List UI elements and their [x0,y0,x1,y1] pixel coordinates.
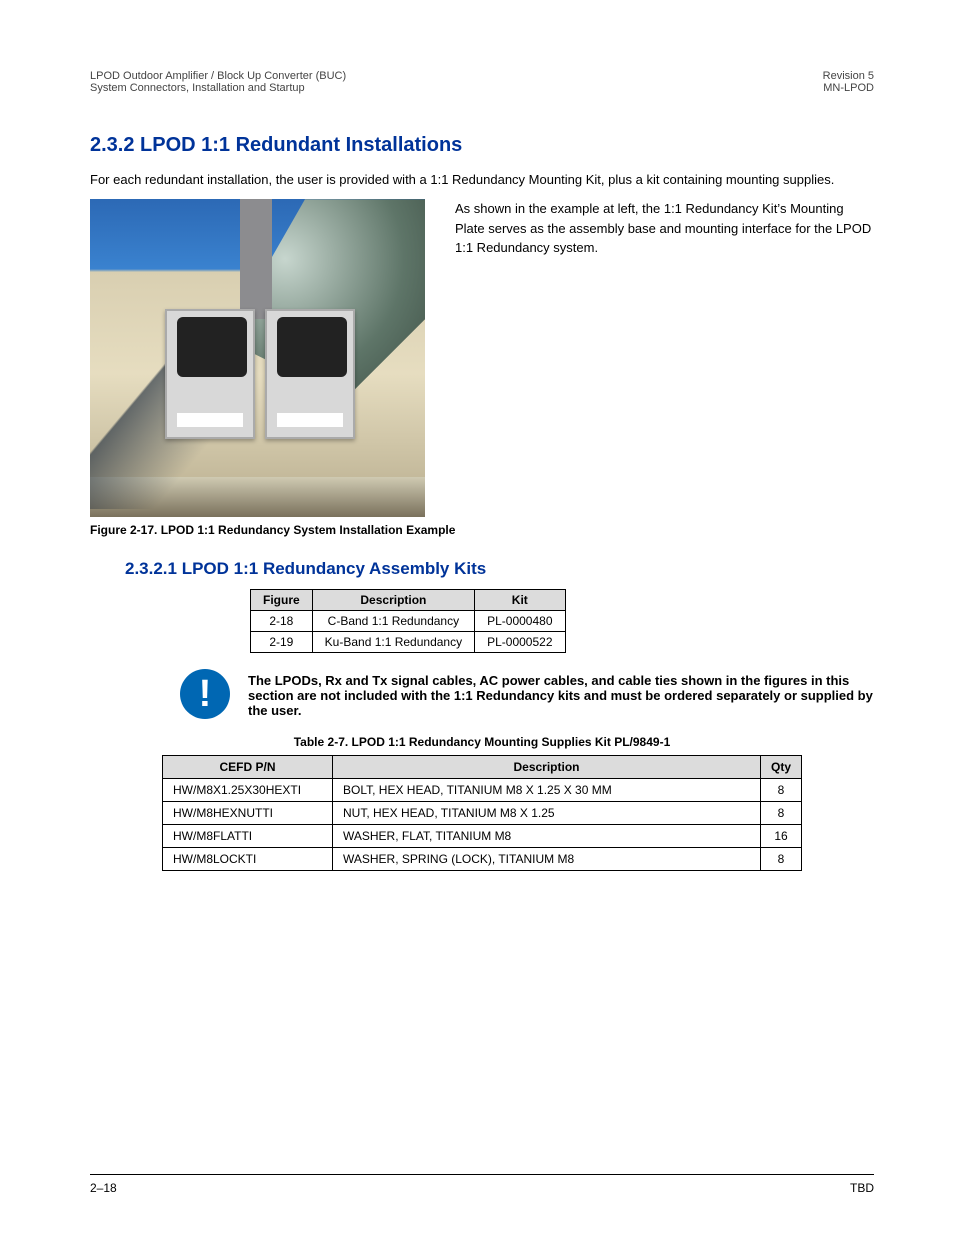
page-number: 2–18 [90,1181,117,1195]
figure-row: As shown in the example at left, the 1:1… [90,199,874,517]
doc-id: MN-LPOD [823,82,874,94]
mounting-table: CEFD P/N Description Qty HW/M8X1.25X30HE… [162,755,802,871]
install-photo [90,199,425,517]
footer-right: TBD [850,1181,874,1195]
figure-side-text: As shown in the example at left, the 1:1… [455,199,874,258]
table-row: 2-19 Ku-Band 1:1 Redundancy PL-0000522 [251,632,566,653]
header-left: LPOD Outdoor Amplifier / Block Up Conver… [90,70,346,94]
table-row: HW/M8FLATTI WASHER, FLAT, TITANIUM M8 16 [163,825,802,848]
revision: Revision 5 [823,70,874,82]
mounting-table-caption: Table 2-7. LPOD 1:1 Redundancy Mounting … [90,735,874,749]
section-title: System Connectors, Installation and Star… [90,82,346,94]
kits-table: Figure Description Kit 2-18 C-Band 1:1 R… [250,589,566,653]
col-figure: Figure [251,590,313,611]
header-right: Revision 5 MN-LPOD [823,70,874,94]
table-row: HW/M8HEXNUTTI NUT, HEX HEAD, TITANIUM M8… [163,802,802,825]
heading-assembly-kits: 2.3.2.1 LPOD 1:1 Redundancy Assembly Kit… [125,559,874,579]
col-pn: CEFD P/N [163,756,333,779]
notice-text: The LPODs, Rx and Tx signal cables, AC p… [248,669,874,718]
table-row: HW/M8LOCKTI WASHER, SPRING (LOCK), TITAN… [163,848,802,871]
table-header-row: CEFD P/N Description Qty [163,756,802,779]
col-kit: Kit [475,590,565,611]
table-header-row: Figure Description Kit [251,590,566,611]
notice-block: ! The LPODs, Rx and Tx signal cables, AC… [180,669,874,719]
figure-caption: Figure 2-17. LPOD 1:1 Redundancy System … [90,523,874,537]
doc-title: LPOD Outdoor Amplifier / Block Up Conver… [90,70,346,82]
heading-redundant-install: 2.3.2 LPOD 1:1 Redundant Installations [90,134,874,157]
table-row: 2-18 C-Band 1:1 Redundancy PL-0000480 [251,611,566,632]
table-row: HW/M8X1.25X30HEXTI BOLT, HEX HEAD, TITAN… [163,779,802,802]
caution-icon: ! [180,669,230,719]
page: LPOD Outdoor Amplifier / Block Up Conver… [0,0,954,1235]
col-desc: Description [333,756,761,779]
page-header: LPOD Outdoor Amplifier / Block Up Conver… [90,70,874,94]
intro-paragraph: For each redundant installation, the use… [90,171,874,189]
col-description: Description [312,590,474,611]
col-qty: Qty [760,756,801,779]
page-footer: 2–18 TBD [90,1174,874,1195]
